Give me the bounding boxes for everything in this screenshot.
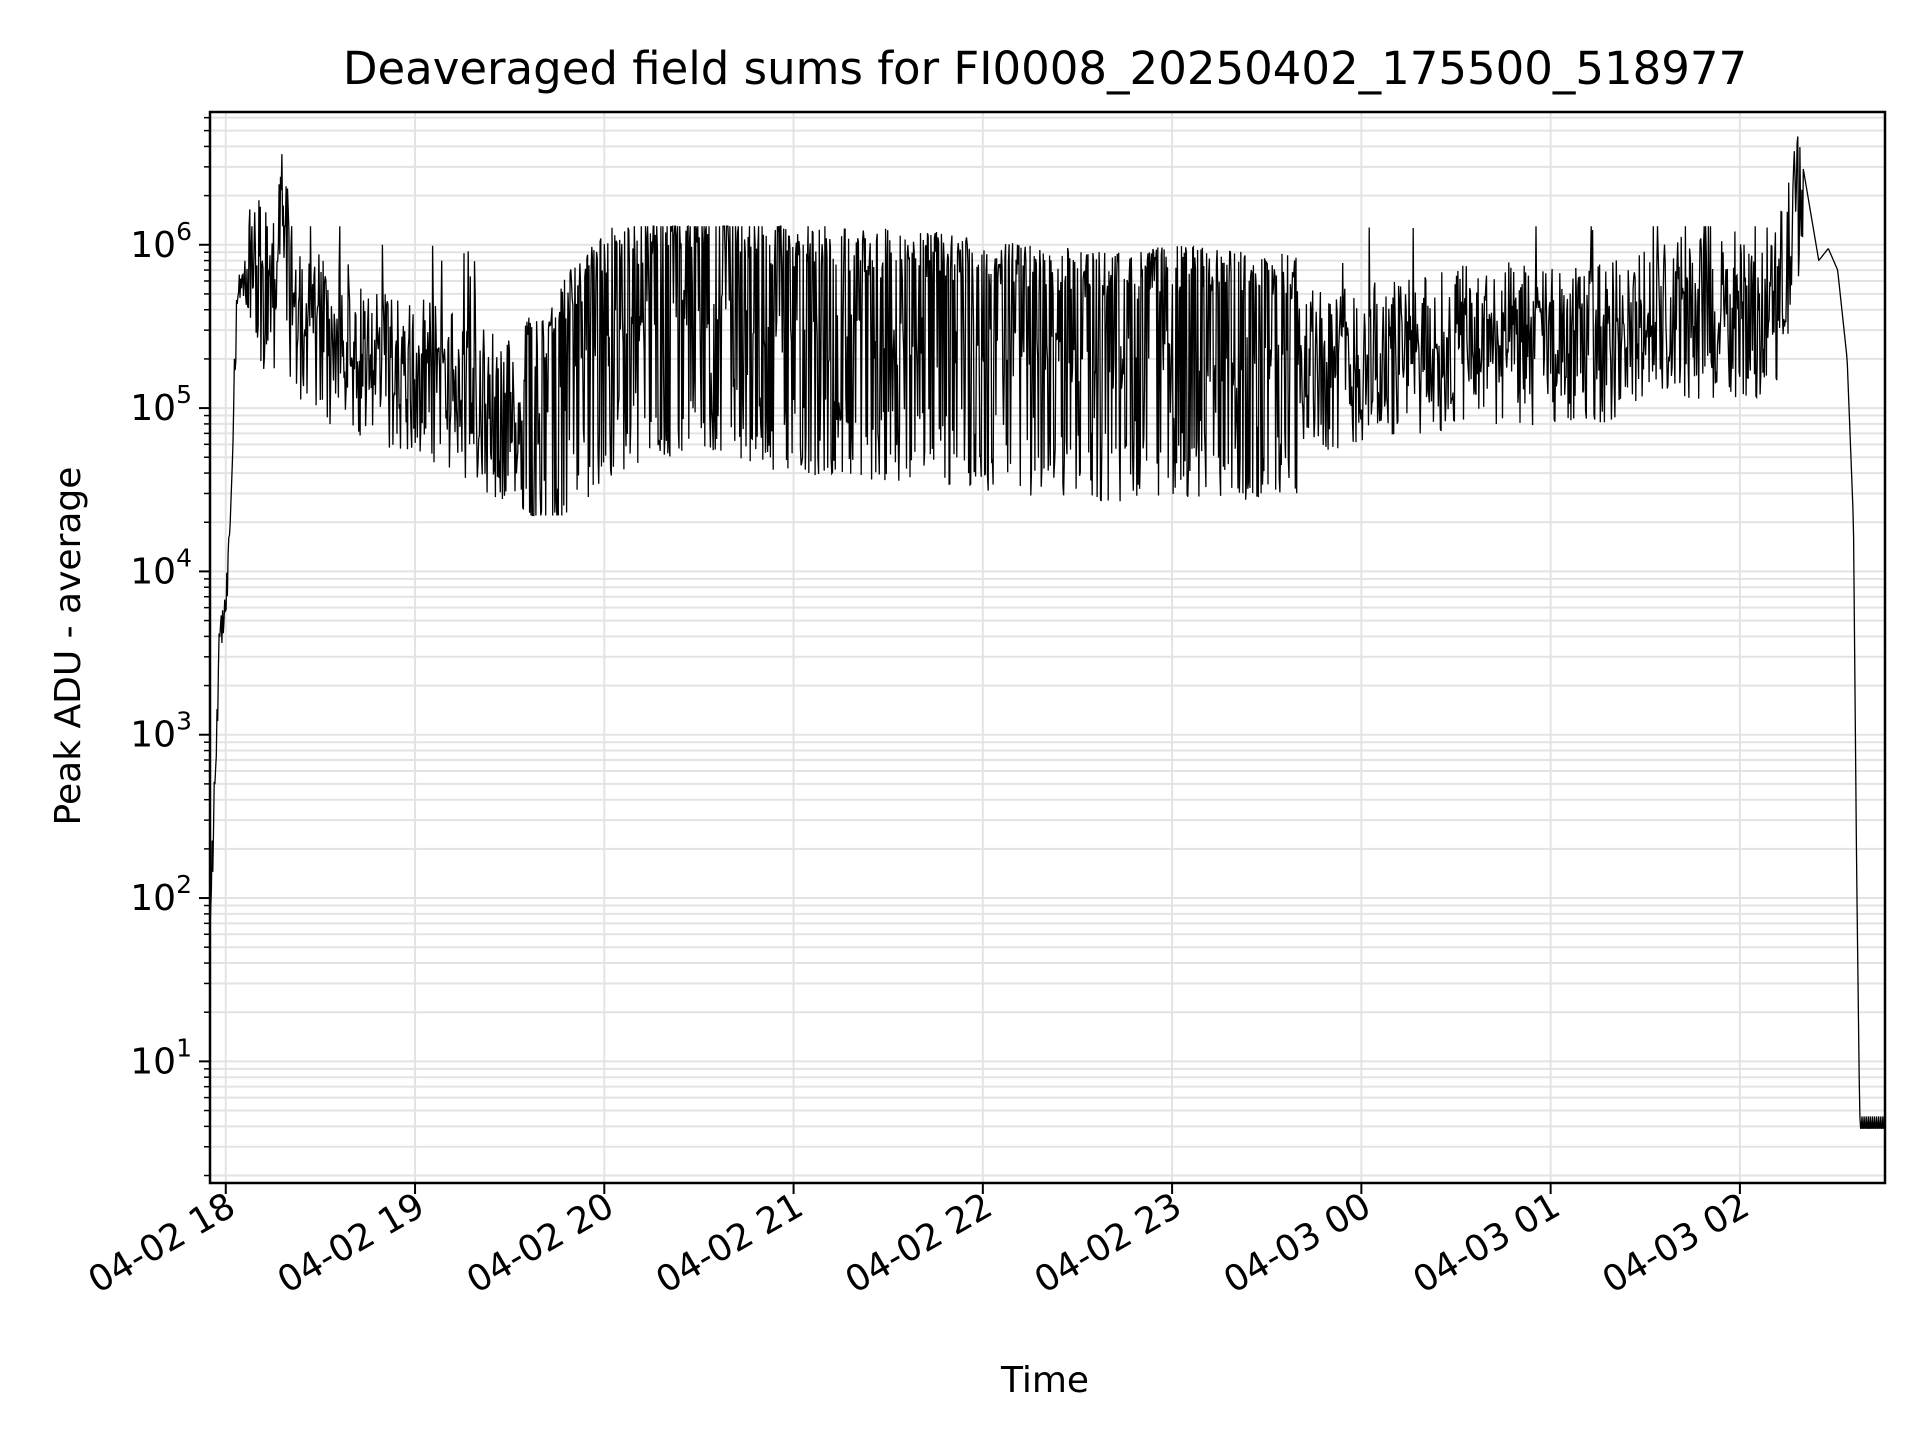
plot-frame <box>208 110 1887 1185</box>
y-tick-label: 101 <box>130 1033 192 1082</box>
y-axis-ticks: 101 102 103 104 105 106 <box>130 116 210 1177</box>
x-axis-label: Time <box>1000 1360 1089 1401</box>
y-axis-label: Peak ADU - average <box>48 467 89 826</box>
y-tick-label: 105 <box>130 380 192 429</box>
y-tick-label: 104 <box>130 543 192 592</box>
y-tick-label: 103 <box>130 707 192 756</box>
y-tick-label: 106 <box>130 217 192 266</box>
series-line <box>209 136 1886 1129</box>
y-tick-label: 102 <box>130 870 192 919</box>
chart-title: Deaveraged field sums for FI0008_2025040… <box>343 42 1747 95</box>
series-layer <box>209 136 1886 1129</box>
